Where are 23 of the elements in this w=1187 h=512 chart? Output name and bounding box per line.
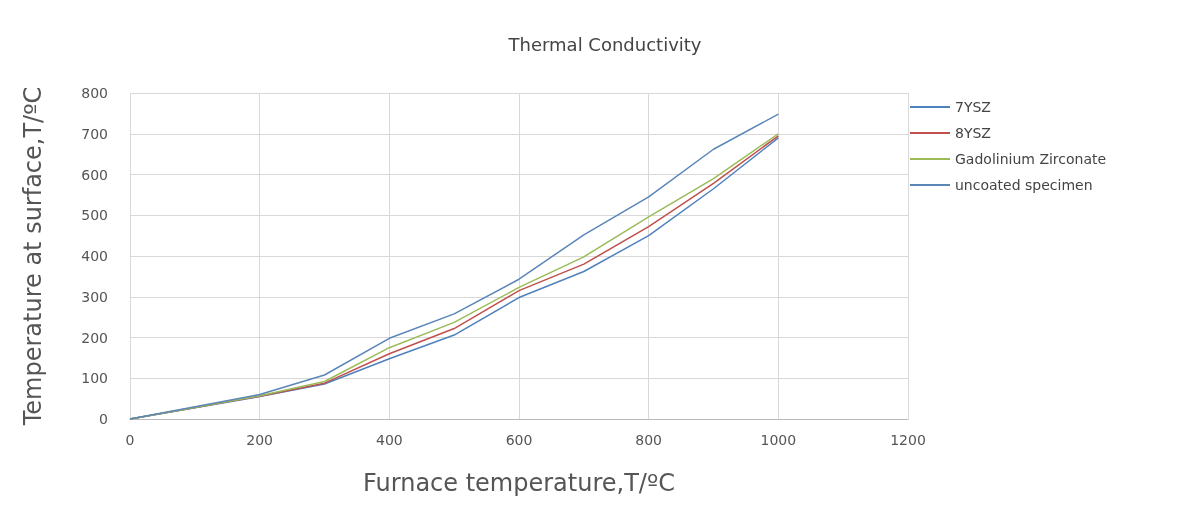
y-tick-label: 0 xyxy=(99,411,108,427)
y-tick-label: 500 xyxy=(81,207,108,224)
y-axis-title: Temperature at surface,T/ºC xyxy=(19,86,47,427)
legend-label: 7YSZ xyxy=(955,99,991,115)
x-tick-label: 1000 xyxy=(760,432,797,448)
x-axis-title: Furnace temperature,T/ºC xyxy=(363,469,675,497)
x-tick-label: 800 xyxy=(635,432,663,448)
y-tick-label: 600 xyxy=(81,166,108,183)
chart-title: Thermal Conductivity xyxy=(507,33,702,55)
x-tick-label: 1200 xyxy=(890,432,926,448)
y-tick-label: 200 xyxy=(81,329,108,346)
y-tick-label: 300 xyxy=(81,288,108,305)
legend-label: Gadolinium Zirconate xyxy=(955,151,1107,167)
y-tick-label: 100 xyxy=(81,370,108,387)
legend-label: 8YSZ xyxy=(955,125,991,141)
legend-label: uncoated specimen xyxy=(955,177,1093,193)
y-tick-label: 700 xyxy=(81,125,108,142)
y-tick-label: 800 xyxy=(81,85,108,101)
x-tick-label: 600 xyxy=(505,432,533,448)
x-tick-label: 0 xyxy=(125,432,135,448)
x-tick-label: 400 xyxy=(375,432,403,448)
y-tick-label: 400 xyxy=(81,248,108,264)
x-tick-label: 200 xyxy=(246,432,274,448)
